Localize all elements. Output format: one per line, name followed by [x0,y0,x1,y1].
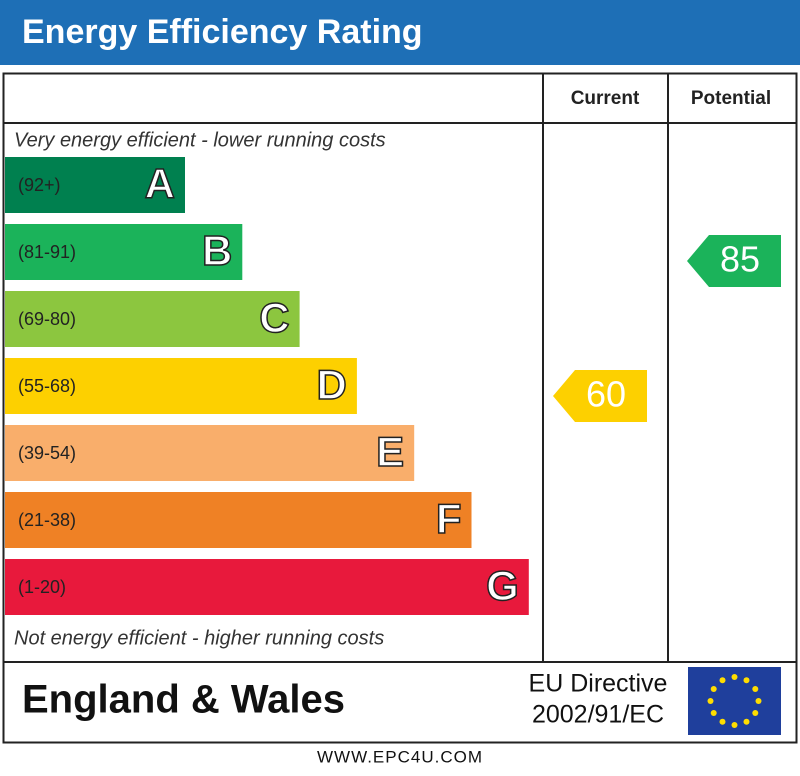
potential-value: 85 [720,239,760,280]
current-arrow [553,370,647,422]
band [5,224,243,280]
band-range: (1-20) [18,577,66,597]
current-value: 60 [586,374,626,415]
band-letter: F [436,495,462,542]
band-range: (55-68) [18,376,76,396]
band-letter: G [486,562,519,609]
eu-star [731,722,738,728]
band-range: (39-54) [18,443,76,463]
bottom-note: Not energy efficient - higher running co… [14,627,384,649]
band-range: (21-38) [18,510,76,530]
eu-star [707,698,714,704]
band-range: (69-80) [18,309,76,329]
band-letter: E [376,428,404,475]
eu-star [731,674,738,680]
frame [2,72,798,744]
band-letter: B [202,227,232,274]
band [5,492,472,548]
eu-star [719,677,726,684]
eu-star [710,686,717,692]
band [5,291,300,347]
band-range: (92+) [18,175,61,195]
potential-arrow [687,235,781,287]
band [5,157,185,213]
bands: (92+) A (81-91) B (69-80) C (55-68) D (39-54) E (2… [5,157,529,615]
eu-star [710,710,717,716]
eu-stars [707,674,762,728]
band [5,425,415,481]
eu-star [743,718,750,725]
band [5,559,529,615]
band-range: (81-91) [18,242,76,262]
directive-line: 2002/91/EC [532,701,664,729]
top-note: Very energy efficient - lower running co… [14,129,386,151]
directive-line: EU Directive [529,670,668,698]
header-bar [0,0,800,65]
column-header: Current [571,88,640,109]
band-letter: D [317,361,347,408]
column-header: Potential [691,88,771,109]
band [5,358,357,414]
eu-star [743,677,750,684]
eu-star [752,710,759,716]
eu-star [752,686,759,692]
band-letter: A [145,160,175,207]
title: Energy Efficiency Rating [22,13,423,51]
footer: WWW.EPC4U.COM [317,747,483,766]
eu-star [719,718,726,725]
region: England & Wales [22,678,345,722]
eu-star [755,698,762,704]
band-letter: C [259,294,289,341]
